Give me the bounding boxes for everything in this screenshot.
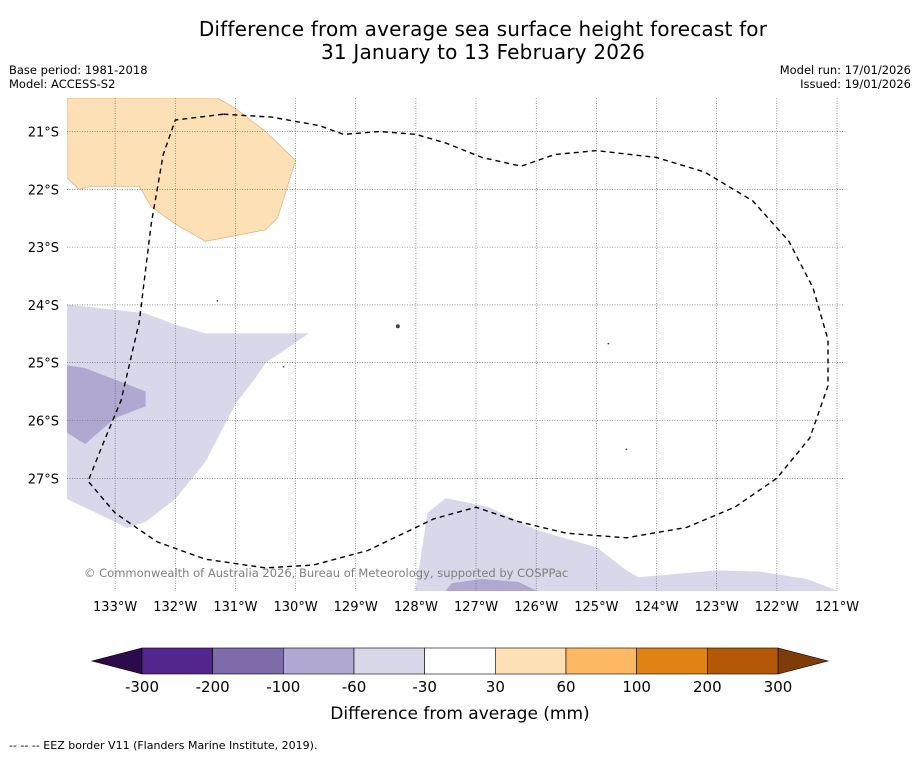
island-marker <box>395 324 400 329</box>
copyright-text: © Commonwealth of Australia 2026, Bureau… <box>84 566 568 580</box>
island-marker <box>607 342 610 345</box>
lon-tick-label: 125°W <box>574 600 618 615</box>
negative-60-100-region <box>67 365 146 445</box>
base-info: Base period: 1981-2018 Model: ACCESS-S2 <box>9 63 148 91</box>
lon-tick-label: 131°W <box>213 600 257 615</box>
colorbar-tick-label: -60 <box>342 678 367 696</box>
colorbar-tick-label: -100 <box>266 678 300 696</box>
map-plot-area: © Commonwealth of Australia 2026, Bureau… <box>67 98 843 591</box>
model-name: Model: ACCESS-S2 <box>9 77 116 91</box>
lat-tick-label: 24°S <box>28 299 59 314</box>
colorbar: -300 -200 -100 -60 -30 30 60 100 200 300 Differenc… <box>90 647 830 724</box>
model-run: Model run: 17/01/2026 <box>779 63 911 77</box>
negative-30-60-south-region <box>415 498 838 591</box>
lat-tick-label: 23°S <box>28 241 59 256</box>
lon-tick-label: 132°W <box>153 600 197 615</box>
title-line-1: Difference from average sea surface heig… <box>198 17 768 41</box>
base-period: Base period: 1981-2018 <box>9 63 148 77</box>
colorbar-extend-low <box>90 647 143 675</box>
colorbar-bin <box>636 647 708 675</box>
colorbar-bin <box>565 647 637 675</box>
issued-date: Issued: 19/01/2026 <box>800 77 911 91</box>
map-chart: © Commonwealth of Australia 2026, Bureau… <box>28 98 859 724</box>
colorbar-bin <box>141 647 213 675</box>
lon-tick-label: 130°W <box>274 600 318 615</box>
lat-tick-label: 22°S <box>28 183 59 198</box>
colorbar-tick-label: 30 <box>486 678 505 696</box>
colorbar-tick-label: -30 <box>412 678 437 696</box>
colorbar-tick-label: -200 <box>196 678 230 696</box>
lon-tick-label: 129°W <box>334 600 378 615</box>
lat-tick-label: 26°S <box>28 415 59 430</box>
colorbar-bin <box>495 647 567 675</box>
colorbar-tick-label: 100 <box>622 678 651 696</box>
island-marker <box>282 365 285 368</box>
lon-tick-label: 128°W <box>394 600 438 615</box>
lat-tick-label: 25°S <box>28 357 59 372</box>
colorbar-bin <box>353 647 425 675</box>
title-line-2: 31 January to 13 February 2026 <box>320 40 646 64</box>
lon-tick-label: 124°W <box>634 600 678 615</box>
lat-tick-label: 21°S <box>28 126 59 141</box>
colorbar-bin <box>212 647 284 675</box>
colorbar-tick-label: 200 <box>693 678 722 696</box>
colorbar-tick-label: -300 <box>125 678 159 696</box>
negative-60-100-south-region <box>445 578 537 591</box>
lon-tick-label: 123°W <box>695 600 739 615</box>
lon-tick-label: 133°W <box>93 600 137 615</box>
colorbar-tick-label: 300 <box>764 678 793 696</box>
island-marker <box>216 299 219 302</box>
island-marker <box>625 448 628 451</box>
lon-tick-label: 126°W <box>514 600 558 615</box>
lon-tick-label: 122°W <box>755 600 799 615</box>
eez-border-line <box>87 113 829 569</box>
lat-tick-label: 27°S <box>28 472 59 487</box>
colorbar-bin <box>707 647 779 675</box>
lon-tick-label: 121°W <box>815 600 859 615</box>
eez-footer-note: -- -- -- EEZ border V11 (Flanders Marine… <box>9 739 318 752</box>
colorbar-label: Difference from average (mm) <box>330 704 589 724</box>
colorbar-bin <box>283 647 355 675</box>
chart-title: Difference from average sea surface heig… <box>0 18 919 64</box>
run-info: Model run: 17/01/2026 Issued: 19/01/2026 <box>780 63 911 91</box>
colorbar-extend-high <box>777 647 830 675</box>
colorbar-tick-label: 60 <box>556 678 575 696</box>
colorbar-bin <box>424 647 496 675</box>
positive-30-60-region <box>67 98 297 242</box>
lon-tick-label: 127°W <box>454 600 498 615</box>
